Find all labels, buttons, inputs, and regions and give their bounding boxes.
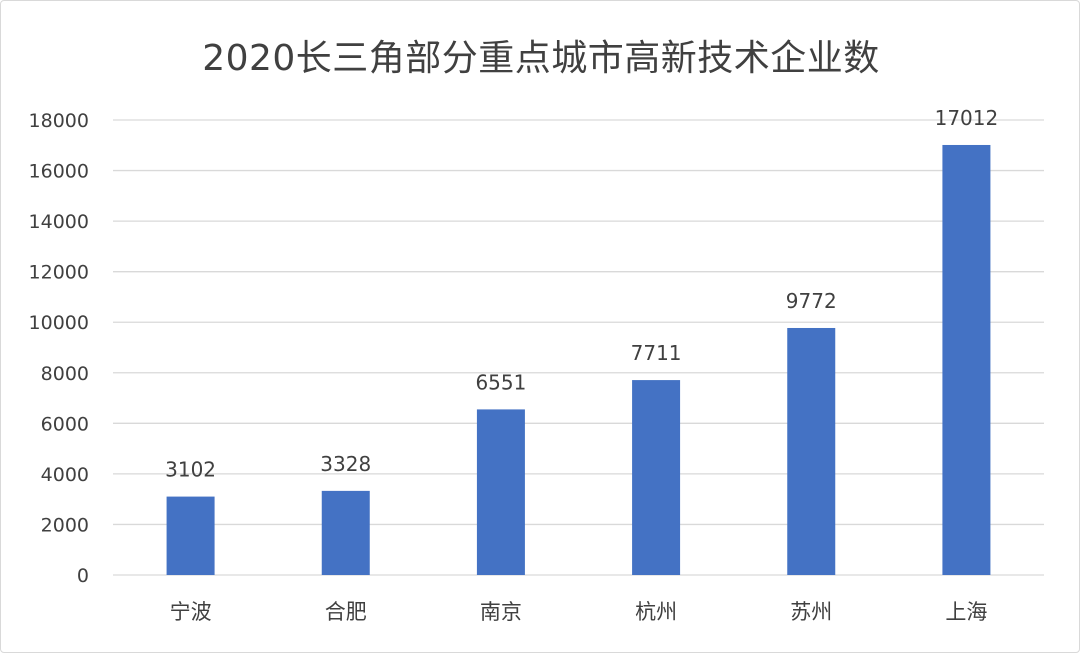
- x-tick-label: 南京: [480, 600, 522, 624]
- bars: [166, 144, 991, 576]
- x-tick-label: 杭州: [635, 600, 677, 624]
- y-tick-label: 14000: [29, 211, 89, 233]
- bar: [166, 496, 215, 575]
- data-labels: 3102 3328 6551 7711 9772 17012: [165, 106, 998, 482]
- data-label: 17012: [935, 106, 999, 130]
- chart-title: 2020长三角部分重点城市高新技术企业数: [202, 38, 880, 79]
- x-tick-label: 合肥: [325, 600, 367, 624]
- y-tick-label: 8000: [41, 363, 89, 385]
- bar: [942, 144, 991, 576]
- y-tick-label: 12000: [29, 262, 89, 284]
- bar: [632, 380, 681, 575]
- data-label: 7711: [631, 341, 682, 365]
- y-tick-label: 16000: [29, 161, 89, 183]
- bar: [476, 409, 525, 575]
- y-tick-label: 6000: [41, 413, 89, 435]
- x-tick-label: 苏州: [790, 600, 832, 624]
- y-tick-label: 10000: [29, 312, 89, 334]
- data-label: 9772: [786, 289, 837, 313]
- y-tick-label: 18000: [29, 110, 89, 132]
- y-tick-label: 4000: [41, 464, 89, 486]
- bar: [321, 490, 370, 575]
- x-tick-label: 宁波: [170, 600, 212, 624]
- bar: [787, 327, 836, 575]
- x-axis-ticks: 宁波 合肥 南京 杭州 苏州 上海: [170, 600, 988, 624]
- data-label: 3102: [165, 458, 216, 482]
- data-label: 6551: [475, 370, 526, 394]
- data-label: 3328: [320, 452, 371, 476]
- y-axis-ticks: 0 2000 4000 6000 8000 10000 12000 14000 16000 180…: [29, 110, 89, 587]
- y-tick-label: 2000: [41, 514, 89, 536]
- x-tick-label: 上海: [945, 600, 987, 624]
- gridlines: [113, 119, 1044, 576]
- y-tick-label: 0: [77, 565, 89, 587]
